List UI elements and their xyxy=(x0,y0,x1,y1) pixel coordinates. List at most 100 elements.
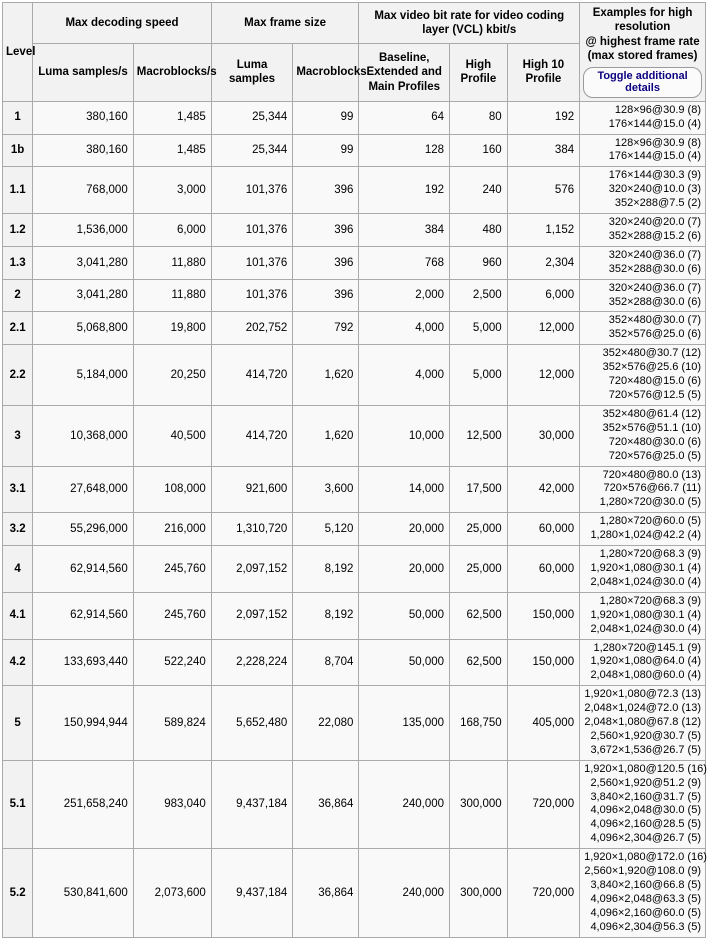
example-line: 2,048×1,080@60.0 (4) xyxy=(590,669,701,682)
value-cell: 10,000 xyxy=(358,404,451,467)
value-cell: 960 xyxy=(449,245,508,280)
value-cell: 768,000 xyxy=(32,166,134,215)
value-cell: 20,250 xyxy=(132,344,212,406)
value-cell: 9,437,184 xyxy=(210,759,294,850)
level-cell: 1.2 xyxy=(1,213,34,247)
value-cell: 64 xyxy=(358,100,451,135)
toggle-additional-details-button[interactable]: Toggle additional details xyxy=(583,66,702,98)
header-sub-row: Luma samples/s Macroblocks/s Luma sample… xyxy=(3,43,706,102)
example-line: 176×144@15.0 (4) xyxy=(608,117,701,130)
value-cell: 2,097,152 xyxy=(210,591,294,640)
value-cell: 589,824 xyxy=(132,685,212,761)
example-line: 352×576@25.6 (10) xyxy=(602,361,701,374)
table-row: 3.2 55,296,000 216,000 1,310,720 5,120 20,000… xyxy=(1,512,706,547)
value-cell: 62,500 xyxy=(449,638,508,687)
value-cell: 216,000 xyxy=(132,512,212,547)
value-cell: 133,693,440 xyxy=(32,638,134,687)
example-line: 352×288@7.5 (2) xyxy=(614,197,701,210)
example-line: 352×480@30.7 (12) xyxy=(602,347,701,360)
value-cell: 4,000 xyxy=(358,344,451,406)
example-line: 352×480@61.4 (12) xyxy=(602,407,701,420)
level-cell: 5.1 xyxy=(1,759,34,850)
value-cell: 25,000 xyxy=(449,545,508,593)
value-cell: 30,000 xyxy=(506,404,581,467)
value-cell: 3,041,280 xyxy=(32,245,134,280)
value-cell: 720,000 xyxy=(506,759,581,850)
value-cell: 2,304 xyxy=(506,245,581,280)
value-cell: 240 xyxy=(449,166,508,215)
table-header: Level Max decoding speed Max frame size … xyxy=(1,1,706,102)
table-row: 4.2 133,693,440 522,240 2,228,224 8,704 50,00… xyxy=(1,638,706,687)
example-line: 2,048×1,080@67.8 (12) xyxy=(584,716,701,729)
col-header-high-profile: High Profile xyxy=(449,43,508,102)
value-cell: 192 xyxy=(358,166,451,215)
example-line: 352×288@30.0 (6) xyxy=(608,295,701,308)
value-cell: 60,000 xyxy=(506,512,581,547)
level-cell: 3.1 xyxy=(1,465,34,514)
value-cell: 10,368,000 xyxy=(32,404,134,467)
example-line: 1,920×1,080@120.5 (16) xyxy=(584,762,707,775)
value-cell: 2,228,224 xyxy=(210,638,294,687)
value-cell: 22,080 xyxy=(292,685,360,761)
col-group-max-video-bit-rate: Max video bit rate for video coding laye… xyxy=(358,1,581,45)
value-cell: 192 xyxy=(506,100,581,135)
example-line: 720×480@30.0 (6) xyxy=(608,435,701,448)
value-cell: 1,536,000 xyxy=(32,213,134,247)
example-line: 2,560×1,920@51.2 (9) xyxy=(590,776,701,789)
value-cell: 150,000 xyxy=(506,591,581,640)
example-line: 2,560×1,920@30.7 (5) xyxy=(590,729,701,742)
examples-cell: 320×240@20.0 (7) 352×288@15.2 (6) xyxy=(579,213,706,247)
example-line: 320×240@10.0 (3) xyxy=(608,183,701,196)
example-line: 720×480@80.0 (13) xyxy=(602,468,701,481)
value-cell: 245,760 xyxy=(132,545,212,593)
example-line: 320×240@20.0 (7) xyxy=(608,216,701,229)
level-cell: 5 xyxy=(1,685,34,761)
level-cell: 1 xyxy=(1,100,34,135)
value-cell: 168,750 xyxy=(449,685,508,761)
level-cell: 4 xyxy=(1,545,34,593)
value-cell: 150,994,944 xyxy=(32,685,134,761)
examples-cell: 320×240@36.0 (7) 352×288@30.0 (6) xyxy=(579,278,706,313)
example-line: 352×576@25.0 (6) xyxy=(608,328,701,341)
value-cell: 40,500 xyxy=(132,404,212,467)
value-cell: 5,184,000 xyxy=(32,344,134,406)
value-cell: 101,376 xyxy=(210,245,294,280)
table-row: 2 3,041,280 11,880 101,376 396 2,000 2,500 6,00… xyxy=(1,278,706,313)
value-cell: 414,720 xyxy=(210,344,294,406)
value-cell: 380,160 xyxy=(32,100,134,135)
value-cell: 25,000 xyxy=(449,512,508,547)
value-cell: 17,500 xyxy=(449,465,508,514)
value-cell: 8,704 xyxy=(292,638,360,687)
value-cell: 42,000 xyxy=(506,465,581,514)
level-cell: 3.2 xyxy=(1,512,34,547)
level-cell: 1.3 xyxy=(1,245,34,280)
value-cell: 396 xyxy=(292,213,360,247)
value-cell: 1,152 xyxy=(506,213,581,247)
value-cell: 1,620 xyxy=(292,404,360,467)
value-cell: 108,000 xyxy=(132,465,212,514)
value-cell: 62,500 xyxy=(449,591,508,640)
example-line: 1,920×1,080@30.1 (4) xyxy=(590,608,701,621)
value-cell: 36,864 xyxy=(292,759,360,850)
example-line: 128×96@30.9 (8) xyxy=(614,103,701,116)
col-header-macroblocks: Macroblocks xyxy=(292,43,367,102)
value-cell: 5,120 xyxy=(292,512,360,547)
examples-cell: 352×480@30.0 (7) 352×576@25.0 (6) xyxy=(579,311,706,346)
value-cell: 5,000 xyxy=(449,344,508,406)
example-line: 320×240@36.0 (7) xyxy=(608,281,701,294)
table-row: 1b 380,160 1,485 25,344 99 128 160 384 128×96@30… xyxy=(1,133,706,168)
example-line: 2,048×1,024@30.0 (4) xyxy=(590,575,701,588)
value-cell: 983,040 xyxy=(132,759,212,850)
value-cell: 396 xyxy=(292,245,360,280)
value-cell: 5,652,480 xyxy=(210,685,294,761)
examples-cell: 720×480@80.0 (13) 720×576@66.7 (11) 1,280×… xyxy=(579,465,706,514)
value-cell: 1,485 xyxy=(132,100,212,135)
example-line: 176×144@30.3 (9) xyxy=(608,169,701,182)
examples-cell: 128×96@30.9 (8) 176×144@15.0 (4) xyxy=(579,100,706,135)
value-cell: 384 xyxy=(358,213,451,247)
value-cell: 60,000 xyxy=(506,545,581,593)
value-cell: 6,000 xyxy=(506,278,581,313)
value-cell: 240,000 xyxy=(358,759,451,850)
col-header-level: Level xyxy=(1,2,35,102)
value-cell: 19,800 xyxy=(132,311,212,346)
